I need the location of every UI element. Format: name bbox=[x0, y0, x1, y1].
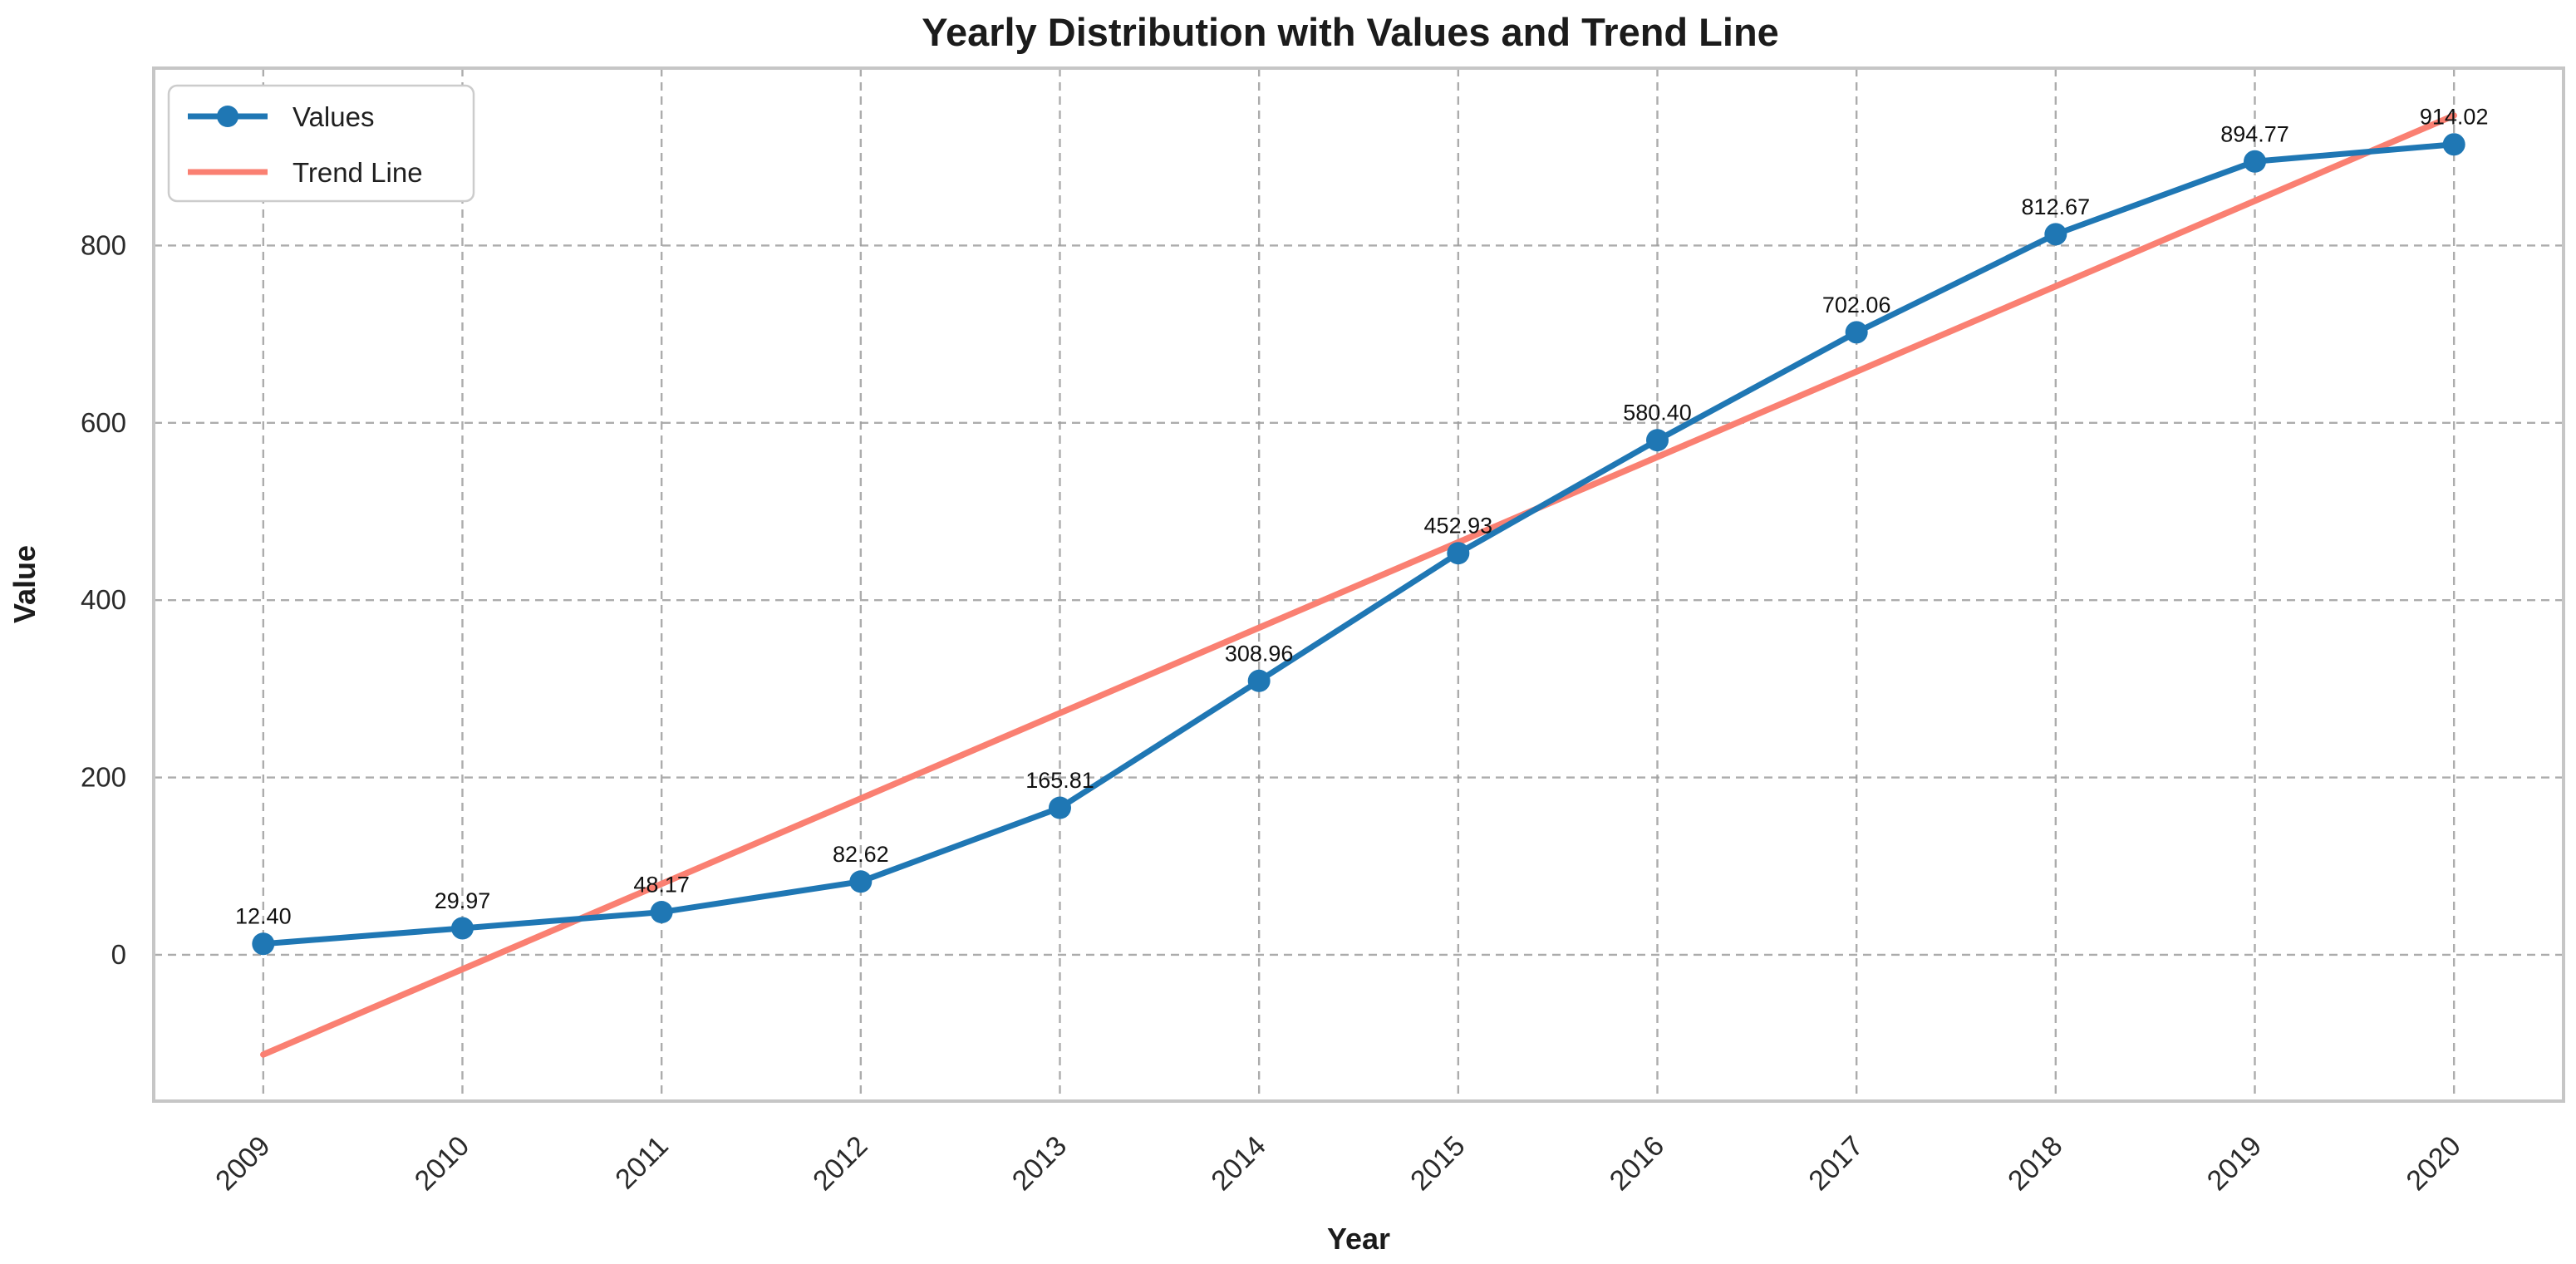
data-point-marker bbox=[2044, 223, 2067, 246]
data-point-label: 452.93 bbox=[1424, 514, 1493, 539]
data-point-marker bbox=[849, 870, 873, 893]
data-point-marker bbox=[1845, 321, 1868, 344]
data-point-label: 12.40 bbox=[235, 904, 292, 929]
data-point-marker bbox=[1646, 429, 1669, 452]
y-tick-label: 200 bbox=[81, 762, 126, 793]
plot-frame bbox=[152, 66, 2565, 1103]
data-point-marker bbox=[1447, 542, 1470, 565]
legend: Values Trend Line bbox=[167, 84, 475, 203]
data-point-label: 308.96 bbox=[1225, 641, 1294, 666]
legend-values-marker-icon bbox=[217, 106, 238, 127]
y-tick-label: 600 bbox=[81, 407, 126, 438]
y-tick-label: 0 bbox=[111, 939, 126, 970]
data-point-marker bbox=[450, 917, 474, 940]
x-tick-label: 2014 bbox=[1205, 1130, 1271, 1197]
x-tick-label: 2013 bbox=[1006, 1130, 1073, 1197]
legend-trend-label: Trend Line bbox=[293, 157, 423, 188]
data-point-marker bbox=[252, 932, 275, 956]
data-point-label: 702.06 bbox=[1822, 293, 1891, 317]
x-tick-label: 2012 bbox=[807, 1130, 873, 1197]
chart-title: Yearly Distribution with Values and Tren… bbox=[922, 10, 1779, 54]
data-point-label: 580.40 bbox=[1623, 401, 1692, 425]
y-axis-label: Value bbox=[7, 545, 42, 623]
data-point-marker bbox=[2244, 150, 2267, 173]
data-point-marker bbox=[1048, 796, 1071, 819]
data-point-label: 914.02 bbox=[2420, 105, 2489, 130]
y-tick-label: 800 bbox=[81, 229, 126, 260]
x-tick-label: 2016 bbox=[1604, 1130, 1670, 1197]
values-line bbox=[260, 141, 2457, 947]
legend-values-label: Values bbox=[293, 101, 374, 132]
data-point-label: 82.62 bbox=[833, 842, 889, 867]
trend-line bbox=[260, 112, 2457, 1058]
x-tick-label: 2018 bbox=[2002, 1130, 2068, 1197]
data-point-marker bbox=[2442, 133, 2465, 156]
x-tick-label: 2010 bbox=[409, 1130, 475, 1197]
x-tick-label: 2019 bbox=[2201, 1130, 2268, 1197]
x-tick-label: 2011 bbox=[609, 1130, 675, 1196]
x-tick-label: 2020 bbox=[2400, 1130, 2466, 1197]
data-point-marker bbox=[1247, 669, 1271, 692]
x-axis-label: Year bbox=[1327, 1222, 1390, 1256]
x-tick-label: 2015 bbox=[1404, 1130, 1471, 1197]
data-point-label: 812.67 bbox=[2022, 194, 2091, 219]
data-point-label: 48.17 bbox=[633, 873, 690, 898]
data-point-label: 29.97 bbox=[435, 888, 491, 913]
x-tick-label: 2009 bbox=[209, 1130, 276, 1197]
data-point-label: 165.81 bbox=[1025, 768, 1094, 793]
x-tick-label: 2017 bbox=[1802, 1130, 1869, 1197]
data-point-label: 894.77 bbox=[2220, 121, 2289, 146]
data-point-marker bbox=[650, 901, 673, 924]
y-tick-label: 400 bbox=[81, 584, 126, 615]
